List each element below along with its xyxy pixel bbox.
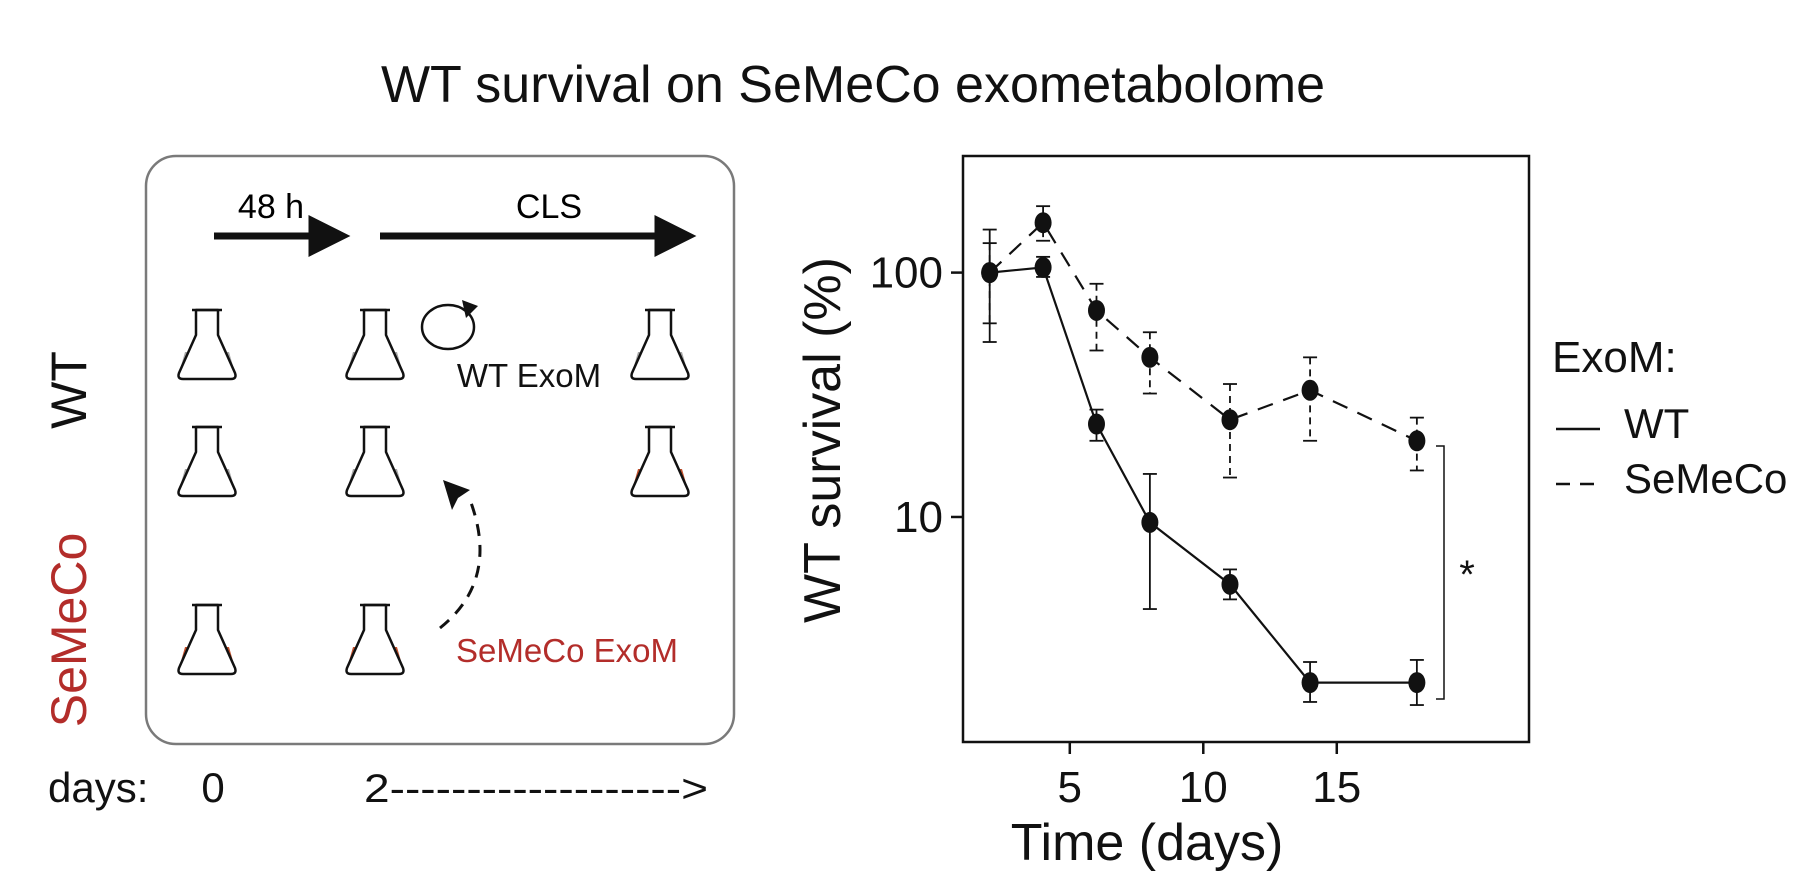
wt-data-point: [1301, 672, 1319, 694]
y-tick-label: 100: [870, 249, 943, 298]
semeco-data-point: [1034, 212, 1052, 234]
schematic-frame: [144, 154, 736, 746]
flask-wt2-day0: [177, 425, 237, 498]
semeco-data-point: [1221, 409, 1239, 431]
semeco-data-point: [1141, 346, 1159, 368]
wt-data-point: [1141, 511, 1159, 533]
flask-semeco-day2: [345, 603, 405, 676]
y-axis-label: WT survival (%): [794, 257, 852, 623]
x-tick-label: 10: [1179, 763, 1228, 812]
legend-semeco-label: SeMeCo: [1624, 455, 1787, 502]
flask-wt2-cls-semeco-exom: [630, 425, 690, 498]
row-label-wt: WT: [41, 351, 97, 429]
legend-title: ExoM:: [1552, 333, 1677, 382]
wt-exom-label: WT ExoM: [457, 357, 601, 394]
circular-arrow-icon: [420, 300, 478, 351]
semeco-data-point: [1301, 379, 1319, 401]
flask-wt2-day2: [345, 425, 405, 498]
significance-star: *: [1459, 553, 1475, 597]
schematic-panel: 48 h CLS WT SeMeCo: [41, 154, 736, 811]
arrow-48h-label: 48 h: [238, 188, 304, 226]
semeco-data-point: [981, 262, 999, 284]
wt-data-point: [1034, 256, 1052, 278]
wt-data-point: [1087, 413, 1105, 435]
arrow-cls-label: CLS: [516, 188, 582, 226]
legend: ExoM: WT SeMeCo: [1552, 333, 1787, 502]
flask-wt-day2: [345, 308, 405, 381]
plot-frame: [961, 154, 1531, 744]
flask-wt-cls-wt-exom: [630, 308, 690, 381]
x-tick-label: 5: [1058, 763, 1082, 812]
day-2-label: 2------------------->: [364, 767, 708, 811]
significance-bracket: [1436, 445, 1445, 700]
semeco-series-line: [988, 220, 1418, 442]
transfer-arrow-icon: [439, 480, 482, 630]
flask-wt-day0: [177, 308, 237, 381]
wt-series-line: [989, 266, 1417, 684]
y-tick-label: 10: [894, 493, 943, 542]
flask-semeco-day0: [177, 603, 237, 676]
legend-wt-label: WT: [1624, 400, 1689, 447]
figure-title: WT survival on SeMeCo exometabolome: [381, 56, 1325, 114]
day-0-label: 0: [201, 764, 224, 811]
wt-data-point: [1221, 573, 1239, 595]
row-label-semeco: SeMeCo: [41, 533, 97, 728]
survival-chart: 5 10 15 10 100 Time (days) WT survival (%) *…: [794, 154, 1787, 872]
semeco-data-point: [1408, 430, 1426, 452]
x-tick-label: 15: [1312, 763, 1361, 812]
x-axis-label: Time (days): [1011, 814, 1284, 872]
wt-data-point: [1408, 672, 1426, 694]
semeco-data-point: [1087, 299, 1105, 321]
semeco-exom-label: SeMeCo ExoM: [456, 632, 678, 669]
days-label: days:: [48, 764, 148, 811]
